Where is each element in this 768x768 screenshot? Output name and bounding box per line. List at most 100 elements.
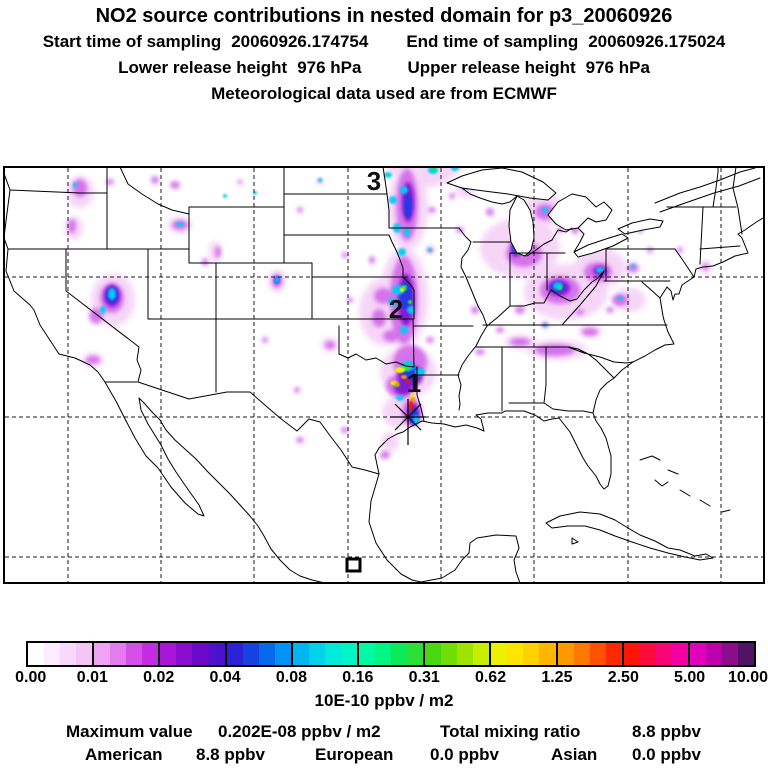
colorbar-tick-label: 0.16 bbox=[342, 669, 374, 686]
colorbar-cell bbox=[242, 643, 259, 665]
colorbar-cell bbox=[738, 643, 755, 665]
colorbar-cell bbox=[605, 643, 622, 665]
contribution-american-value: 8.8 ppbv bbox=[196, 745, 265, 764]
colorbar-segment bbox=[623, 643, 690, 665]
map-region-labels: 3 2 1 bbox=[367, 166, 421, 398]
colorbar-cell bbox=[208, 643, 225, 665]
colorbar-cell bbox=[671, 643, 688, 665]
colorbar-cell bbox=[76, 643, 93, 665]
colorbar-segment bbox=[425, 643, 492, 665]
release-lower-value: 976 hPa bbox=[297, 58, 362, 77]
sampling-start: Start time of sampling 20060926.174754 bbox=[43, 32, 369, 52]
colorbar-cell bbox=[491, 643, 508, 665]
colorbar-cell bbox=[292, 643, 309, 665]
colorbar-segment bbox=[226, 643, 293, 665]
coastline-mexico-gulf bbox=[368, 473, 521, 582]
colorbar-cell bbox=[507, 643, 524, 665]
lake-superior bbox=[446, 168, 557, 201]
colorbar-segment bbox=[94, 643, 161, 665]
contribution-asian-value: 0.0 ppbv bbox=[632, 745, 701, 764]
sampling-end: End time of sampling 20060926.175024 bbox=[406, 32, 725, 52]
met-data-line: Meteorological data used are from ECMWF bbox=[211, 84, 557, 103]
colorbar-cell bbox=[324, 643, 341, 665]
colorbar-cell bbox=[557, 643, 574, 665]
colorbar-cell bbox=[639, 643, 656, 665]
colorbar-tick-label: 2.50 bbox=[607, 669, 639, 686]
coastline-bahamas bbox=[639, 455, 731, 513]
colorbar-cell bbox=[623, 643, 640, 665]
colorbar-cell bbox=[425, 643, 442, 665]
release-upper-label: Upper release height bbox=[407, 58, 576, 77]
map-frame bbox=[3, 166, 765, 584]
colorbar-cell bbox=[391, 643, 408, 665]
colorbar-cell bbox=[340, 643, 357, 665]
sampling-row: Start time of sampling 20060926.174754 E… bbox=[0, 32, 768, 52]
colorbar-cell bbox=[655, 643, 672, 665]
colorbar-tick-label: 0.00 bbox=[15, 669, 47, 686]
release-upper-value: 976 hPa bbox=[585, 58, 650, 77]
max-value-label: Maximum value bbox=[66, 722, 193, 741]
release-upper: Upper release height 976 hPa bbox=[407, 58, 649, 78]
colorbar-tick-label: 1.25 bbox=[541, 669, 573, 686]
total-mixing-ratio-value: 8.8 ppbv bbox=[632, 722, 701, 741]
total-mixing-ratio-label: Total mixing ratio bbox=[440, 722, 581, 741]
colorbar-cell bbox=[473, 643, 490, 665]
region-label-2: 2 bbox=[389, 294, 403, 324]
colorbar-cell bbox=[689, 643, 706, 665]
release-point-asterisk-marker bbox=[345, 399, 426, 573]
colorbar-cell bbox=[457, 643, 474, 665]
page-title: NO2 source contributions in nested domai… bbox=[95, 5, 673, 27]
lake-huron bbox=[547, 193, 613, 231]
release-lower: Lower release height 976 hPa bbox=[118, 58, 361, 78]
colorbar-cell bbox=[308, 643, 325, 665]
colorbar-cell bbox=[523, 643, 540, 665]
colorbar-cell bbox=[226, 643, 243, 665]
coastline-st-lawrence bbox=[654, 168, 761, 213]
colorbar-tick-label: 0.02 bbox=[143, 669, 175, 686]
colorbar-tick-label: 0.62 bbox=[474, 669, 507, 686]
colorbar-segment bbox=[292, 643, 359, 665]
colorbar-cell bbox=[374, 643, 392, 665]
lat-lon-gridlines bbox=[5, 168, 763, 582]
sampling-start-label: Start time of sampling bbox=[42, 32, 222, 51]
colorbar-cell bbox=[28, 643, 45, 665]
square-marker bbox=[345, 557, 362, 573]
colorbar-ticks: 0.00 0.01 0.02 0.04 0.08 0.16 0.31 0.62 1.25 2.50… bbox=[0, 669, 768, 687]
colorbar-cell bbox=[94, 643, 111, 665]
map-svg: 3 2 1 bbox=[3, 166, 765, 584]
colorbar-segment bbox=[557, 643, 624, 665]
sampling-start-value: 20060926.174754 bbox=[231, 32, 369, 51]
coastline-us-gulf-atlantic bbox=[374, 217, 763, 490]
max-value: 0.202E-08 ppbv / m2 bbox=[218, 722, 381, 741]
colorbar-cell bbox=[126, 643, 143, 665]
colorbar-tick-label: 0.04 bbox=[209, 669, 241, 686]
great-lakes bbox=[446, 168, 664, 258]
state-borders bbox=[7, 168, 743, 475]
colorbar-segment bbox=[28, 643, 95, 665]
coastline-west-mexico bbox=[5, 174, 323, 582]
colorbar-cell bbox=[274, 643, 291, 665]
region-label-1: 1 bbox=[407, 368, 421, 398]
colorbar-cell bbox=[358, 643, 375, 665]
colorbar-cell bbox=[192, 643, 209, 665]
sampling-end-value: 20060926.175024 bbox=[588, 32, 726, 51]
colorbar-tick-label: 0.31 bbox=[408, 669, 440, 686]
colorbar-cell bbox=[60, 643, 77, 665]
sampling-end-label: End time of sampling bbox=[406, 32, 579, 51]
colorbar-segment bbox=[491, 643, 558, 665]
colorbar-cell bbox=[44, 643, 61, 665]
contribution-european-value: 0.0 ppbv bbox=[430, 745, 499, 764]
colorbar-cell bbox=[539, 643, 556, 665]
release-lower-label: Lower release height bbox=[118, 58, 288, 77]
colorbar-cell bbox=[573, 643, 590, 665]
colorbar-cell bbox=[258, 643, 275, 665]
colorbar-cell bbox=[589, 643, 606, 665]
colorbar-tick-label: 5.00 bbox=[674, 669, 706, 686]
release-row: Lower release height 976 hPa Upper relea… bbox=[0, 58, 768, 78]
colorbar-cell bbox=[441, 643, 458, 665]
region-label-3: 3 bbox=[367, 166, 381, 196]
colorbar-segment bbox=[689, 643, 755, 665]
colorbar-cell bbox=[110, 643, 127, 665]
colorbar-tick-label: 0.08 bbox=[275, 669, 308, 686]
